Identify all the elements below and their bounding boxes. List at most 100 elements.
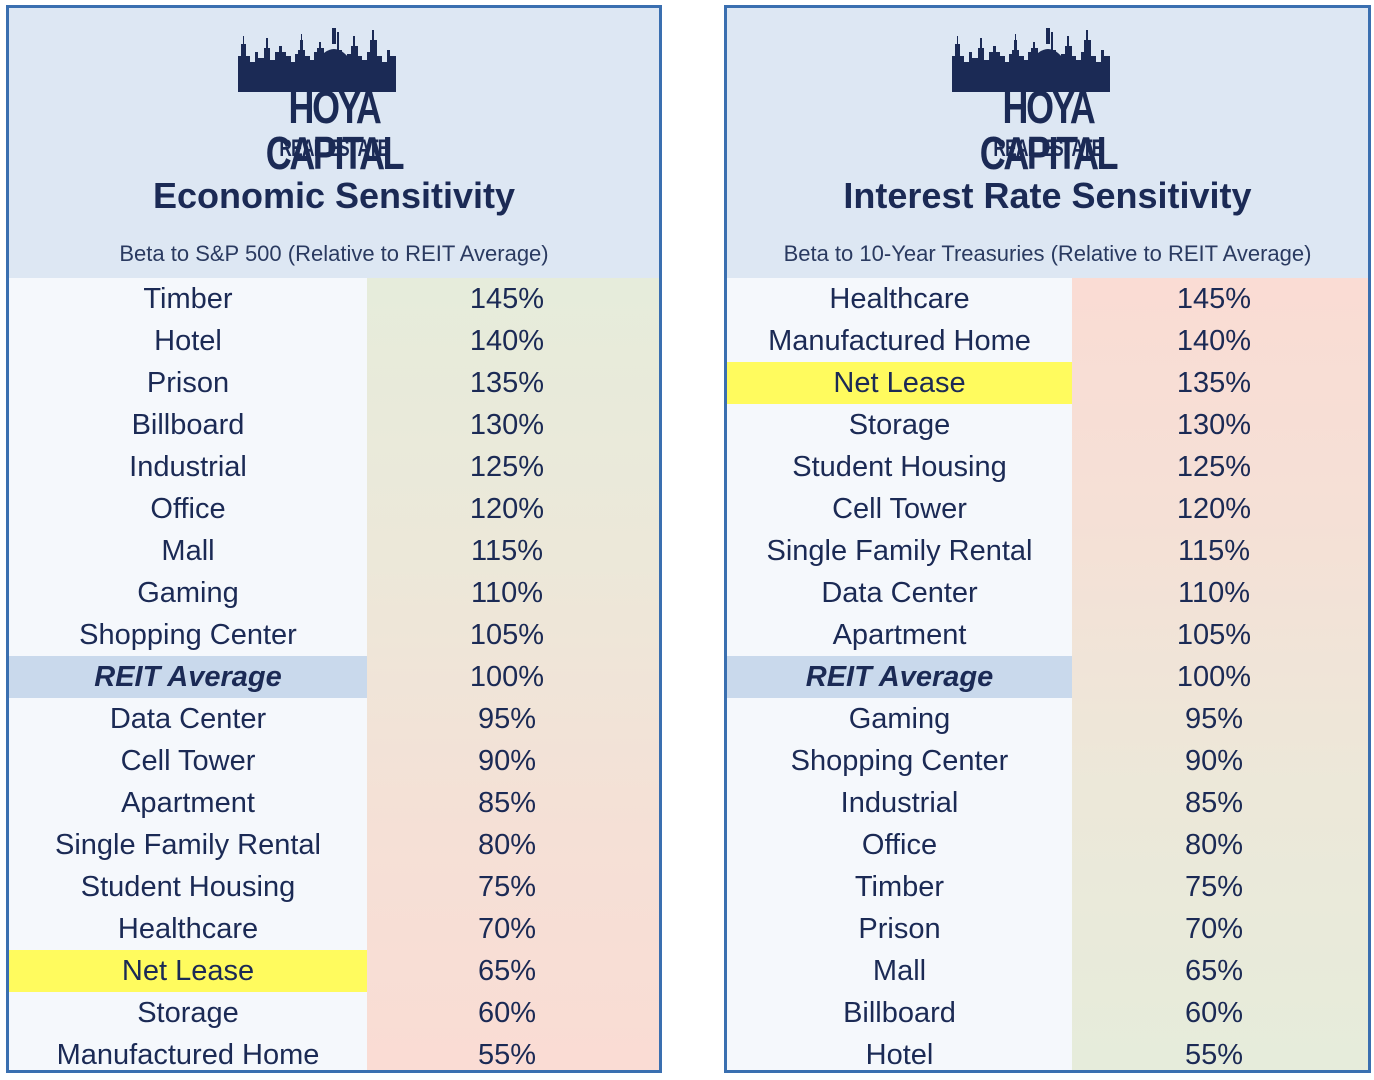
sector-name: Healthcare [117,912,259,945]
panel-subtitle: Beta to S&P 500 (Relative to REIT Averag… [119,241,549,266]
table-row: Storage 130% [727,404,1368,446]
table-row: Apartment 85% [9,782,659,824]
sector-name: Healthcare [829,282,970,315]
panel-header: HOYA CAPITAL REAL ESTATE Economic Sensit… [9,8,659,278]
beta-value: 55% [477,1038,537,1071]
table-row: Timber 145% [9,278,659,320]
panel-title: Interest Rate Sensitivity [843,175,1252,216]
sector-name: Timber [854,870,945,903]
table-row: Shopping Center 90% [727,740,1368,782]
table-row: Billboard 60% [727,992,1368,1034]
skyline-icon [951,28,1110,92]
logo-subtext: REAL ESTATE [279,135,389,162]
table-row: Gaming 110% [9,572,659,614]
table-row: Manufactured Home 55% [9,1034,659,1071]
sector-name: Billboard [843,996,956,1029]
table-row: Billboard 130% [9,404,659,446]
beta-value: 115% [470,534,544,567]
beta-value: 130% [1176,408,1252,441]
beta-value: 90% [477,744,537,777]
sector-name: Apartment [832,618,967,651]
beta-value: 95% [1184,702,1244,735]
interest-rate-sensitivity-panel: HOYA CAPITAL REAL ESTATE Interest Rate S… [724,5,1371,1073]
beta-value: 110% [1177,576,1251,609]
panel-subtitle: Beta to 10-Year Treasuries (Relative to … [783,241,1312,266]
sector-name: Manufactured Home [768,324,1031,357]
sector-name: Prison [146,366,230,399]
sector-name: Data Center [109,702,267,735]
sector-name: Apartment [121,786,255,819]
sector-name: Office [861,828,938,861]
reit-average-row: REIT Average 100% [727,656,1368,698]
table-row: Industrial 85% [727,782,1368,824]
sector-name: Mall [161,534,215,567]
sector-name: Storage [137,996,239,1029]
table-row: Gaming 95% [727,698,1368,740]
table-row: Office 80% [727,824,1368,866]
beta-value: 90% [1184,744,1244,777]
table-row: Prison 135% [9,362,659,404]
table-row: Single Family Rental 80% [9,824,659,866]
sector-name: Shopping Center [79,618,297,651]
beta-value: 65% [1184,954,1244,987]
beta-value: 100% [1176,660,1252,693]
logo-text: HOYA CAPITAL [979,81,1118,179]
reit-average-row: REIT Average 100% [9,656,659,698]
sector-name: Billboard [131,408,245,441]
beta-value: 75% [477,870,537,903]
table-row: Cell Tower 120% [727,488,1368,530]
beta-value: 145% [1176,282,1252,315]
table-row: Manufactured Home 140% [727,320,1368,362]
sector-name: REIT Average [9,656,367,698]
beta-value: 55% [1184,1038,1244,1071]
sector-name: Net Lease [9,950,367,992]
table-row: Mall 115% [9,530,659,572]
table-row: Hotel 55% [727,1034,1368,1071]
table-row: Data Center 95% [9,698,659,740]
sector-name: Manufactured Home [56,1038,320,1071]
table-row: Apartment 105% [727,614,1368,656]
skyline-icon [238,28,396,92]
sector-name: Single Family Rental [766,534,1033,567]
table-row: Hotel 140% [9,320,659,362]
beta-value: 65% [477,954,537,987]
beta-value: 115% [1177,534,1251,567]
sector-name: Student Housing [792,450,1007,483]
panel-title: Economic Sensitivity [152,175,516,216]
table-row: Office 120% [9,488,659,530]
beta-value: 85% [1184,786,1244,819]
beta-value: 80% [477,828,537,861]
beta-value: 135% [1176,366,1252,399]
sector-name: Student Housing [80,870,296,903]
logo-subtext: REAL ESTATE [992,135,1103,162]
highlighted-table-row: Net Lease 135% [727,362,1368,404]
table-row: Mall 65% [727,950,1368,992]
sector-name: Industrial [129,450,247,483]
sector-name: Hotel [865,1038,934,1071]
beta-value: 145% [469,282,545,315]
beta-value: 120% [469,492,545,525]
sector-name: Hotel [154,324,222,357]
beta-value: 85% [477,786,537,819]
beta-value: 60% [477,996,537,1029]
beta-value: 125% [1176,450,1252,483]
sector-name: Single Family Rental [55,828,321,861]
beta-value: 140% [469,324,545,357]
beta-value: 110% [470,576,544,609]
table-row: Single Family Rental 115% [727,530,1368,572]
sector-name: Shopping Center [790,744,1009,777]
table-row: Shopping Center 105% [9,614,659,656]
table-row: Student Housing 125% [727,446,1368,488]
beta-value: 100% [469,660,545,693]
table-row: Prison 70% [727,908,1368,950]
beta-value: 140% [1176,324,1252,357]
beta-value: 105% [1176,618,1252,651]
panel-header: HOYA CAPITAL REAL ESTATE Interest Rate S… [727,8,1368,278]
sector-name: Gaming [848,702,951,735]
beta-value: 60% [1184,996,1244,1029]
hoya-capital-logo: HOYA CAPITAL REAL ESTATE [948,22,1148,176]
value-column-background [1072,278,1368,1070]
sector-name: Mall [872,954,927,987]
sector-name: Cell Tower [832,492,967,525]
table-row: Healthcare 145% [727,278,1368,320]
